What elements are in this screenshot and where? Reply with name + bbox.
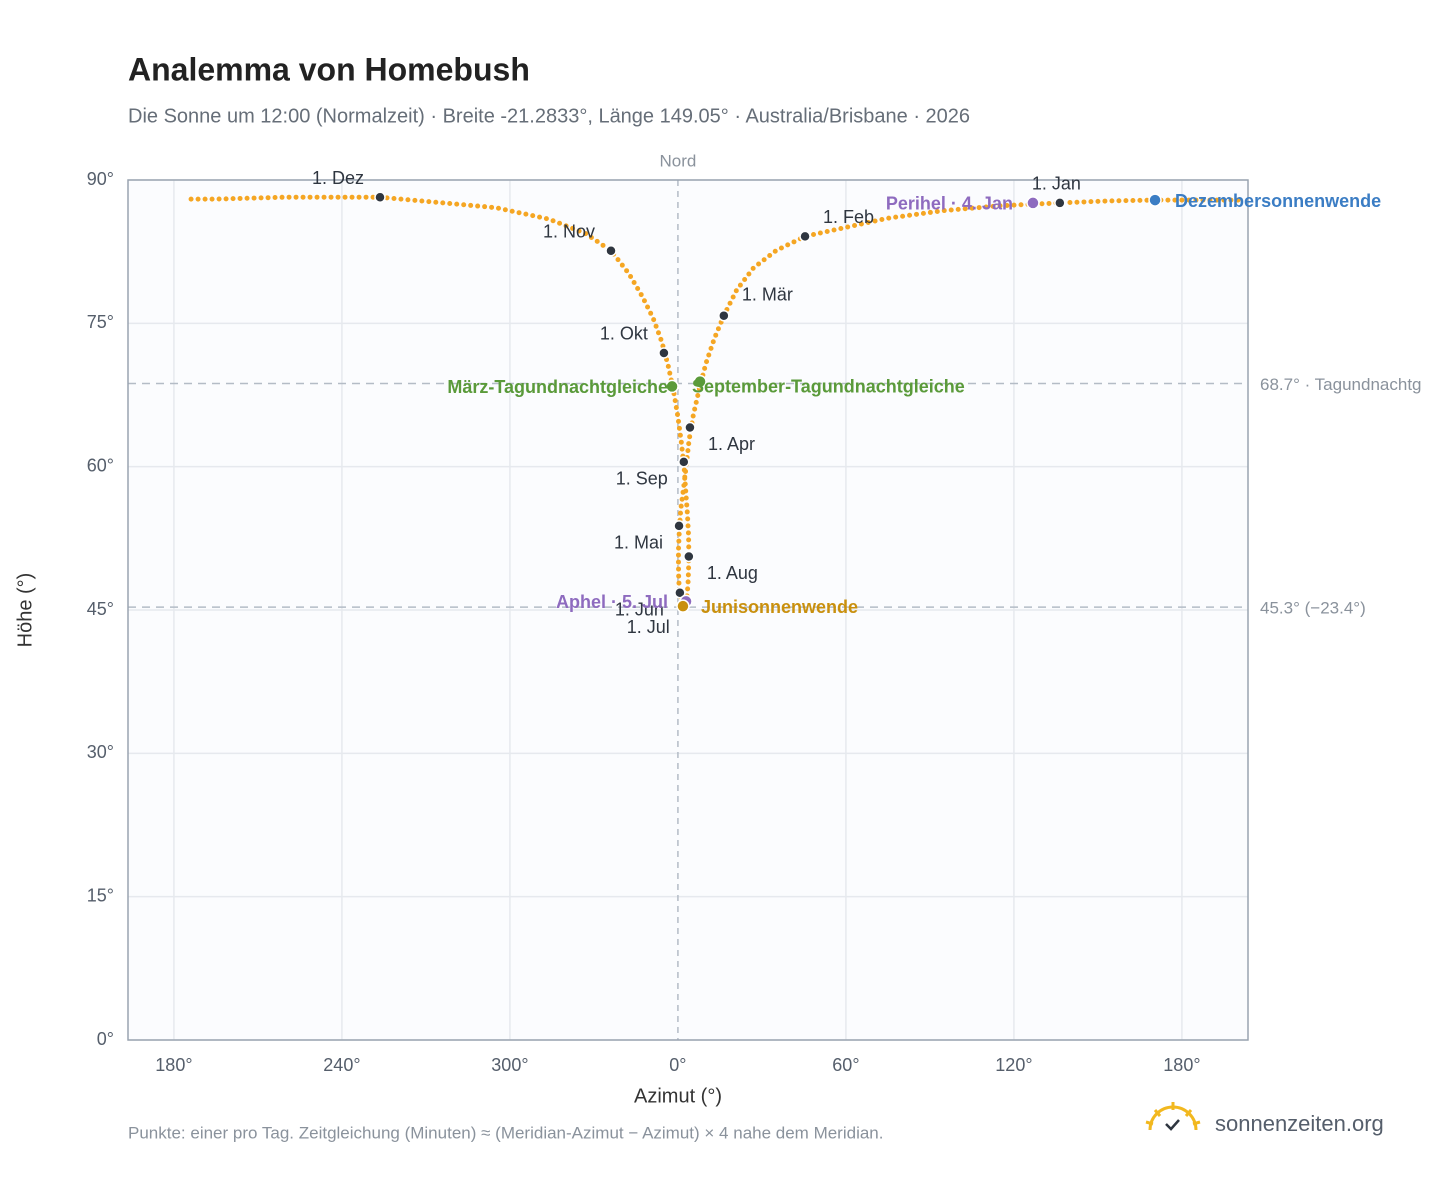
month-label: 1. Jun [615,600,664,620]
reference-label: 45.3° (−23.4°) [1260,599,1366,618]
month-point [683,550,695,563]
x-tick-label: 60° [832,1055,859,1075]
month-label: 1. Dez [312,168,364,188]
x-tick-label: 120° [995,1055,1032,1075]
month-point [673,520,685,532]
month-label: 1. Apr [708,434,755,454]
y-tick-label: 45° [87,599,114,619]
event-point [693,374,707,389]
event-label: Aphel · 5. Jul [556,592,668,612]
x-axis-title: Azimut (°) [634,1085,722,1107]
event-label: Junisonnenwende [701,597,858,617]
month-label: 1. Okt [600,324,648,344]
brand-name: sonnenzeiten.org [1215,1111,1384,1136]
plot-frame [127,179,1249,1041]
y-tick-label: 60° [87,455,114,475]
chart-subtitle: Die Sonne um 12:00 (Normalzeit) · Breite… [128,105,970,127]
event-label: Perihel · 4. Jan [886,194,1013,214]
y-axis-title: Höhe (°) [14,573,36,648]
month-point [658,347,670,359]
month-label: 1. Aug [707,563,758,583]
north-label: Nord [659,151,696,170]
footnote: Punkte: einer pro Tag. Zeitgleichung (Mi… [128,1123,884,1142]
event-point [676,599,690,613]
month-label: 1. Mai [614,533,663,553]
x-tick-label: 0° [669,1055,686,1075]
event-label: September-Tagundnachtgleiche [692,376,965,396]
y-tick-label: 15° [87,885,114,905]
month-label: 1. Nov [543,221,595,241]
month-point [374,191,386,203]
y-tick-label: 30° [87,742,114,762]
event-label: Dezembersonnenwende [1175,191,1381,211]
month-label: 1. Jan [1032,174,1081,194]
x-tick-label: 300° [491,1055,528,1075]
event-label: März-Tagundnachtgleiche [447,377,668,397]
month-point [678,456,690,468]
month-point [1054,197,1066,209]
month-label: 1. Jul [627,617,670,637]
month-label: 1. Sep [616,469,668,489]
event-point [1026,196,1040,210]
event-point [1148,193,1162,207]
month-point [605,244,617,257]
chart-title: Analemma von Homebush [128,51,530,87]
month-label: 1. Mär [742,284,793,304]
month-label: 1. Feb [823,207,874,227]
x-tick-label: 240° [323,1055,360,1075]
month-point [684,421,696,434]
x-tick-label: 180° [1163,1055,1200,1075]
y-tick-label: 90° [87,169,114,189]
month-point [799,230,811,243]
x-tick-label: 180° [155,1055,192,1075]
brand-logo [1145,1102,1201,1131]
y-tick-label: 0° [97,1029,114,1049]
month-point [718,309,730,322]
month-point [674,587,686,599]
event-point [665,379,679,394]
reference-label: 68.7° · Tagundnachtg [1260,375,1422,394]
y-tick-label: 75° [87,312,114,332]
